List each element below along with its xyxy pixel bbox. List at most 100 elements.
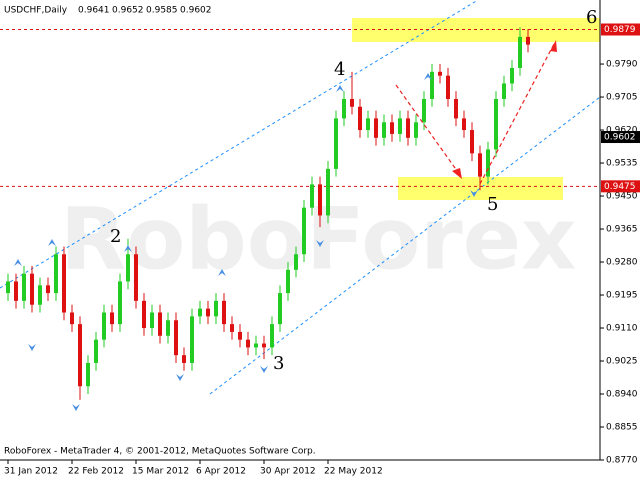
candle-body [494, 98, 498, 150]
candle-body [390, 122, 394, 134]
candle-body [478, 153, 482, 177]
candle-body [126, 254, 130, 282]
candle-body [518, 36, 522, 68]
candle-body [62, 254, 66, 313]
arrow-up [479, 43, 555, 185]
x-tick-label: 30 Apr 2012 [260, 467, 316, 477]
candle-body [238, 331, 242, 340]
candle-body [222, 300, 226, 325]
current-price-label: 0.9602 [604, 133, 636, 143]
candle-body [438, 71, 442, 76]
arrows [395, 43, 555, 185]
candle-body [486, 149, 490, 177]
x-tick-label: 15 Mar 2012 [132, 467, 189, 477]
y-tick-label: 0.9790 [606, 60, 638, 70]
candle-body [134, 254, 138, 301]
arrowhead [550, 40, 557, 52]
header-value: 0.9585 [146, 6, 178, 16]
wave-label: 5 [487, 194, 498, 215]
wave-label: 6 [586, 7, 597, 28]
candle-body [406, 118, 410, 138]
level-label-box [601, 180, 640, 193]
y-tick-label: 0.9025 [606, 357, 638, 367]
candle-body [470, 130, 474, 154]
wave-label: 2 [110, 226, 121, 247]
candle-body [150, 312, 154, 329]
candle-body [278, 293, 282, 325]
x-tick-label: 22 Feb 2012 [68, 467, 124, 477]
y-tick-label: 0.9535 [606, 159, 638, 169]
candle-body [22, 273, 26, 301]
candle-body [174, 320, 178, 356]
x-tick-label: 6 Apr 2012 [196, 467, 246, 477]
y-tick-label: 0.9365 [606, 225, 638, 235]
candle-body [254, 343, 258, 348]
candle-body [142, 300, 146, 329]
candle-body [6, 281, 10, 294]
candle-body [310, 184, 314, 208]
candle-body [206, 308, 210, 317]
candle-body [334, 118, 338, 169]
y-tick-label: 0.9450 [606, 192, 638, 202]
y-tick-label: 0.8855 [606, 423, 638, 433]
candle-body [46, 285, 50, 294]
axes: 0.9790 0.9705 0.9620 0.9535 0.9450 0.9365 0.92… [4, 23, 640, 477]
candle-body [430, 71, 434, 99]
y-tick-label: 0.9195 [606, 291, 638, 301]
candle-body [462, 118, 466, 131]
channel-lower [209, 96, 601, 395]
candle-body [270, 324, 274, 348]
candle-body [30, 273, 34, 305]
level-label: 0.9475 [604, 182, 636, 192]
candle-body [246, 339, 250, 348]
channel [0, 0, 601, 395]
current-price-box [601, 131, 640, 144]
candle-body [286, 269, 290, 294]
candle-body [342, 98, 346, 119]
y-tick-label: 0.8770 [606, 456, 638, 466]
wave-label: 3 [273, 353, 284, 374]
candle-body [166, 320, 170, 336]
level-label: 0.9879 [604, 25, 636, 35]
candle-body [510, 67, 514, 84]
candle-body [302, 207, 306, 255]
footer: RoboForex - MetaTrader 4, © 2001-2012, M… [4, 447, 316, 457]
candle-body [14, 281, 18, 301]
x-tick-label: 22 May 2012 [324, 467, 383, 477]
arrow-down [395, 84, 461, 176]
candle-body [366, 118, 370, 131]
candle-body [110, 312, 114, 325]
candle-body [358, 106, 362, 131]
y-tick-label: 0.9620 [606, 126, 638, 136]
candle-body [214, 300, 218, 317]
y-tick-label: 0.9280 [606, 258, 638, 268]
arrowhead [452, 168, 462, 179]
candle-body [398, 118, 402, 134]
x-tick-label: 31 Jan 2012 [4, 467, 58, 477]
candle-body [102, 312, 106, 340]
candle-body [54, 254, 58, 294]
candle-body [318, 184, 322, 216]
candle-body [526, 36, 530, 45]
wave-label: 4 [334, 59, 345, 80]
y-tick-label: 0.8940 [606, 390, 638, 400]
candle-body [502, 83, 506, 99]
candle-body [350, 98, 354, 107]
candle-body [374, 118, 378, 138]
candle-body [38, 285, 42, 305]
candle-body [230, 324, 234, 332]
chart-title: USDCHF,Daily [4, 6, 68, 16]
candle-body [262, 343, 266, 348]
candle-body [182, 355, 186, 363]
y-tick-label: 0.9110 [606, 324, 638, 334]
candle-body [326, 168, 330, 216]
header-value: 0.9602 [180, 6, 212, 16]
candle-body [118, 281, 122, 325]
candle-body [414, 122, 418, 138]
candle-body [382, 122, 386, 138]
candle-body [86, 362, 90, 387]
candle-body [190, 316, 194, 363]
candle-body [446, 75, 450, 99]
